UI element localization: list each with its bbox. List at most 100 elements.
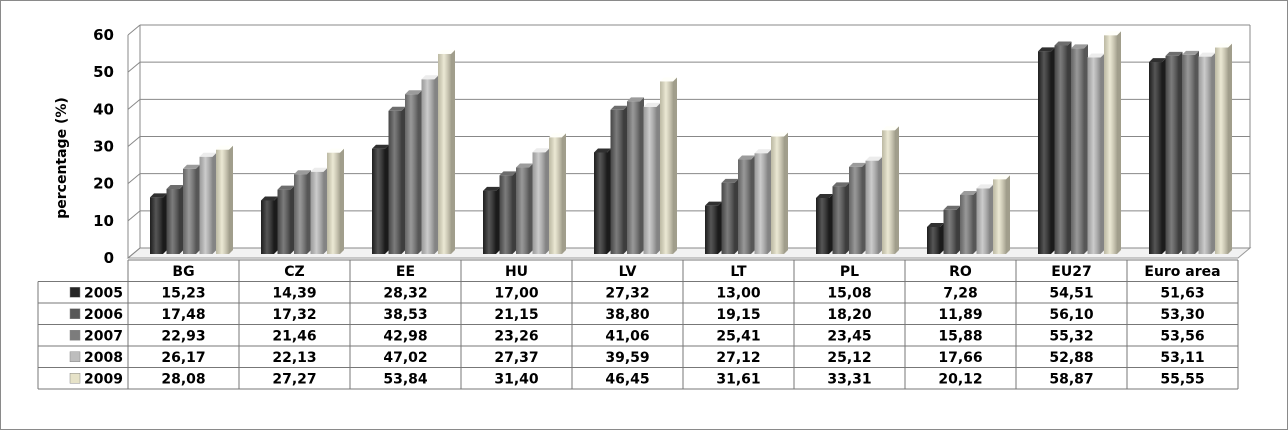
table-cell: 53,30 [1160,307,1205,323]
gridline-side [127,24,141,36]
table-cell: 52,88 [1049,350,1093,366]
bar-2007-bg [183,164,200,254]
bar-2006-lt [721,178,739,254]
table-cell: 14,39 [272,285,316,301]
bar-2008-lv [643,102,661,254]
series-label: 2006 [84,307,123,323]
y-axis-title: percentage (%) [54,97,70,219]
bar-2008-cz [310,167,328,254]
bar-2005-euro-area [1149,58,1166,254]
x-category-label: HU [505,264,528,280]
y-tick-label: 20 [93,175,114,193]
gridline-side [127,173,141,185]
table-cell: 7,28 [943,285,978,301]
table-cell: 41,06 [605,328,649,344]
gridline-side [127,61,141,73]
gridline-side [127,247,141,259]
bar-2006-ro [943,205,961,254]
table-cell: 19,15 [716,307,760,323]
table-cell: 15,08 [827,285,871,301]
bar-2005-ro [927,222,944,254]
table-cell: 23,45 [827,328,871,344]
bar-2005-ee [372,144,389,254]
table-cell: 51,63 [1160,285,1204,301]
y-tick-label: 10 [93,212,114,230]
table-cell: 15,23 [161,285,205,301]
table-cell: 55,32 [1049,328,1093,344]
bar-2006-bg [166,185,184,254]
table-cell: 38,53 [383,307,427,323]
table-cell: 27,32 [605,285,649,301]
table-cell: 11,89 [938,307,982,323]
series-label: 2007 [84,328,123,344]
y-tick-label: 60 [93,26,114,44]
bar-2005-hu [483,186,500,254]
table-cell: 47,02 [383,350,427,366]
bar-2007-ro [960,190,977,254]
gridline-side [127,136,141,147]
table-cell: 27,37 [494,350,538,366]
bar-2006-cz [277,185,295,254]
table-cell: 15,88 [938,328,982,344]
table-cell: 22,93 [161,328,205,344]
x-category-label: BG [172,264,194,280]
x-category-label: Euro area [1144,264,1220,280]
legend-swatch [69,287,81,298]
table-cell: 31,40 [494,371,539,387]
bar-2006-hu [499,171,517,254]
bar-2005-eu27 [1038,47,1055,255]
bar-2009-hu [549,133,566,254]
table-cell: 27,12 [716,350,760,366]
table-cell: 18,20 [827,307,872,323]
bar-2007-lt [738,155,755,254]
x-category-label: PL [840,264,859,280]
table-cell: 21,15 [494,307,538,323]
table-cell: 55,55 [1160,371,1204,387]
bar-2008-bg [199,152,217,254]
y-tick-label: 0 [104,249,114,267]
bar-2006-ee [388,106,406,254]
table-cell: 46,45 [605,371,649,387]
bar-2007-ee [405,90,422,255]
x-category-label: CZ [284,264,304,280]
x-category-label: EU27 [1051,264,1091,280]
series-label: 2009 [84,371,123,387]
x-category-label: LV [619,264,637,280]
table-cell: 20,12 [938,371,982,387]
bar-2009-pl [882,126,899,254]
table-cell: 25,12 [827,350,871,366]
table-cell: 28,08 [161,371,205,387]
y-tick-label: 30 [93,138,114,156]
data-table: BG CZ EE HU LV LT PL RO EU27 Euro area 2005 15,23 14… [37,259,1239,390]
legend-swatch [69,373,81,384]
table-cell: 23,26 [494,328,538,344]
table-cell: 53,84 [383,371,428,387]
gridline-side [127,98,141,110]
x-category-label: EE [396,264,415,280]
table-cell: 25,41 [716,328,760,344]
legend-swatch [69,308,81,319]
bar-2007-eu27 [1071,44,1088,255]
gridline-side [127,210,141,222]
bar-2009-eu27 [1104,31,1121,255]
table-cell: 38,80 [605,307,650,323]
bar-2009-euro-area [1215,43,1232,254]
table-cell: 21,46 [272,328,316,344]
bar-2007-hu [516,163,533,254]
bar-2006-eu27 [1054,41,1072,255]
bar-2007-pl [849,162,866,254]
bar-2009-cz [327,148,344,254]
table-cell: 53,56 [1160,328,1204,344]
y-tick-label: 50 [93,63,114,81]
table-cell: 17,48 [161,307,205,323]
series-label: 2005 [84,285,123,301]
table-cell: 13,00 [716,285,761,301]
bar-2009-lt [771,132,788,254]
x-category-label: RO [949,264,972,280]
bar-2007-euro-area [1182,50,1199,254]
bar-2009-ee [438,49,455,254]
table-cell: 27,27 [272,371,316,387]
bar-2008-pl [865,156,883,254]
table-cell: 31,61 [716,371,760,387]
